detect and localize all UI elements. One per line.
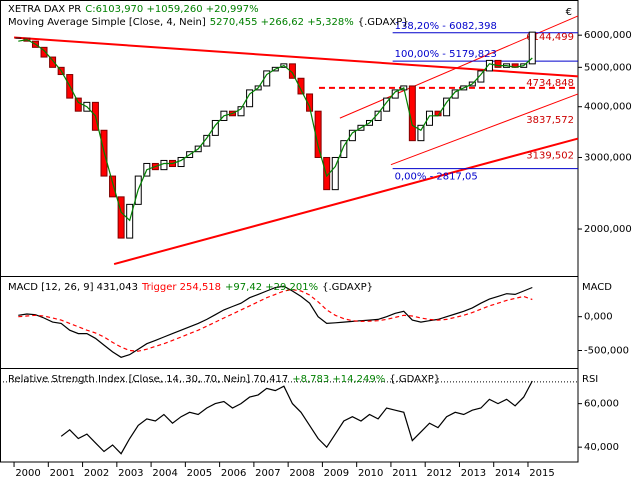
y-tick-label: -500,000 [584, 346, 629, 357]
candle [494, 59, 502, 68]
x-tick-label: 2013 [461, 468, 486, 479]
x-tick-label: 2011 [392, 468, 417, 479]
header-text: Relative Strength Index [Close, 14, 30, … [8, 374, 288, 385]
candle [40, 46, 48, 58]
currency: € [566, 7, 572, 18]
candle [485, 59, 493, 72]
candle [331, 156, 339, 191]
header-text: MACD [12, 26, 9] 431,043 [8, 282, 138, 293]
y-tick-label: 5000,000 [584, 62, 632, 73]
candle [49, 56, 57, 68]
candle [528, 31, 536, 65]
y-tick-label: 0,000 [584, 312, 613, 323]
x-tick-label: 2005 [187, 468, 212, 479]
header-text: 5270,455 +266,62 +5,328% [210, 17, 354, 28]
fib-label: 138,20% - 6082,398 [395, 21, 497, 32]
fib-label: 100,00% - 5179,823 [395, 49, 497, 60]
header-text: +97,42 +29,201% [225, 282, 318, 293]
x-tick-label: 2010 [358, 468, 383, 479]
candle [340, 140, 348, 158]
candle [109, 175, 117, 198]
candle [391, 89, 399, 99]
pane-label: MACD [582, 282, 612, 293]
header-text: {.GDAXP} [389, 374, 440, 385]
candle [203, 134, 211, 147]
trend-line [113, 137, 579, 266]
y-tick-label: 6000,000 [584, 30, 632, 41]
y-tick-label: 40,000 [584, 442, 619, 453]
candle [126, 203, 134, 239]
candle [306, 93, 314, 112]
header-text: Trigger 254,518 [141, 282, 221, 293]
y-tick-label: 4000,000 [584, 102, 632, 113]
candle [417, 124, 425, 142]
x-tick-label: 2000 [15, 468, 40, 479]
x-tick-label: 2012 [426, 468, 451, 479]
candle [117, 196, 125, 239]
pane-label: RSI [582, 374, 598, 385]
x-tick-label: 2014 [495, 468, 520, 479]
candle [211, 119, 219, 136]
candle [237, 106, 245, 117]
candle [477, 70, 485, 83]
x-tick-label: 2004 [152, 468, 177, 479]
price-label: 6144,499 [526, 32, 574, 43]
candle [374, 110, 382, 121]
y-tick-label: 3000,000 [584, 152, 632, 163]
candle [348, 129, 356, 142]
candle [451, 89, 459, 99]
candle [425, 110, 433, 126]
header-text: XETRA DAX PR [8, 4, 81, 15]
header-text: {.GDAXP} [322, 282, 373, 293]
y-tick-label: 2000,000 [584, 224, 632, 235]
series-line [18, 285, 533, 358]
price-label: 3139,502 [526, 150, 574, 161]
x-tick-label: 2003 [118, 468, 143, 479]
candle [408, 85, 416, 142]
x-tick-label: 2006 [221, 468, 246, 479]
y-tick-label: 60,000 [584, 399, 619, 410]
candle [383, 97, 391, 112]
series-line [18, 288, 533, 352]
series-line [18, 38, 533, 222]
header-text: {.GDAXP} [358, 17, 409, 28]
fib-label: 0,00% - 2817,05 [395, 172, 478, 183]
price-label: 3837,572 [526, 115, 574, 126]
header-text: Moving Average Simple [Close, 4, Nein] [8, 17, 206, 28]
price-label: 4734,848 [526, 78, 574, 89]
series-line [60, 380, 533, 455]
x-tick-label: 2007 [255, 468, 280, 479]
x-tick-label: 2008 [289, 468, 314, 479]
candle [297, 77, 305, 95]
header-text: +8,783 +14,249% [292, 374, 385, 385]
candle [74, 97, 82, 112]
candle [160, 159, 168, 171]
x-tick-label: 2001 [50, 468, 75, 479]
x-tick-label: 2002 [84, 468, 109, 479]
trend-line [390, 93, 579, 166]
candle [288, 63, 296, 79]
header-text: C:6103,970 +1059,260 +20,997% [85, 4, 258, 15]
x-tick-label: 2009 [324, 468, 349, 479]
x-tick-label: 2015 [529, 468, 554, 479]
